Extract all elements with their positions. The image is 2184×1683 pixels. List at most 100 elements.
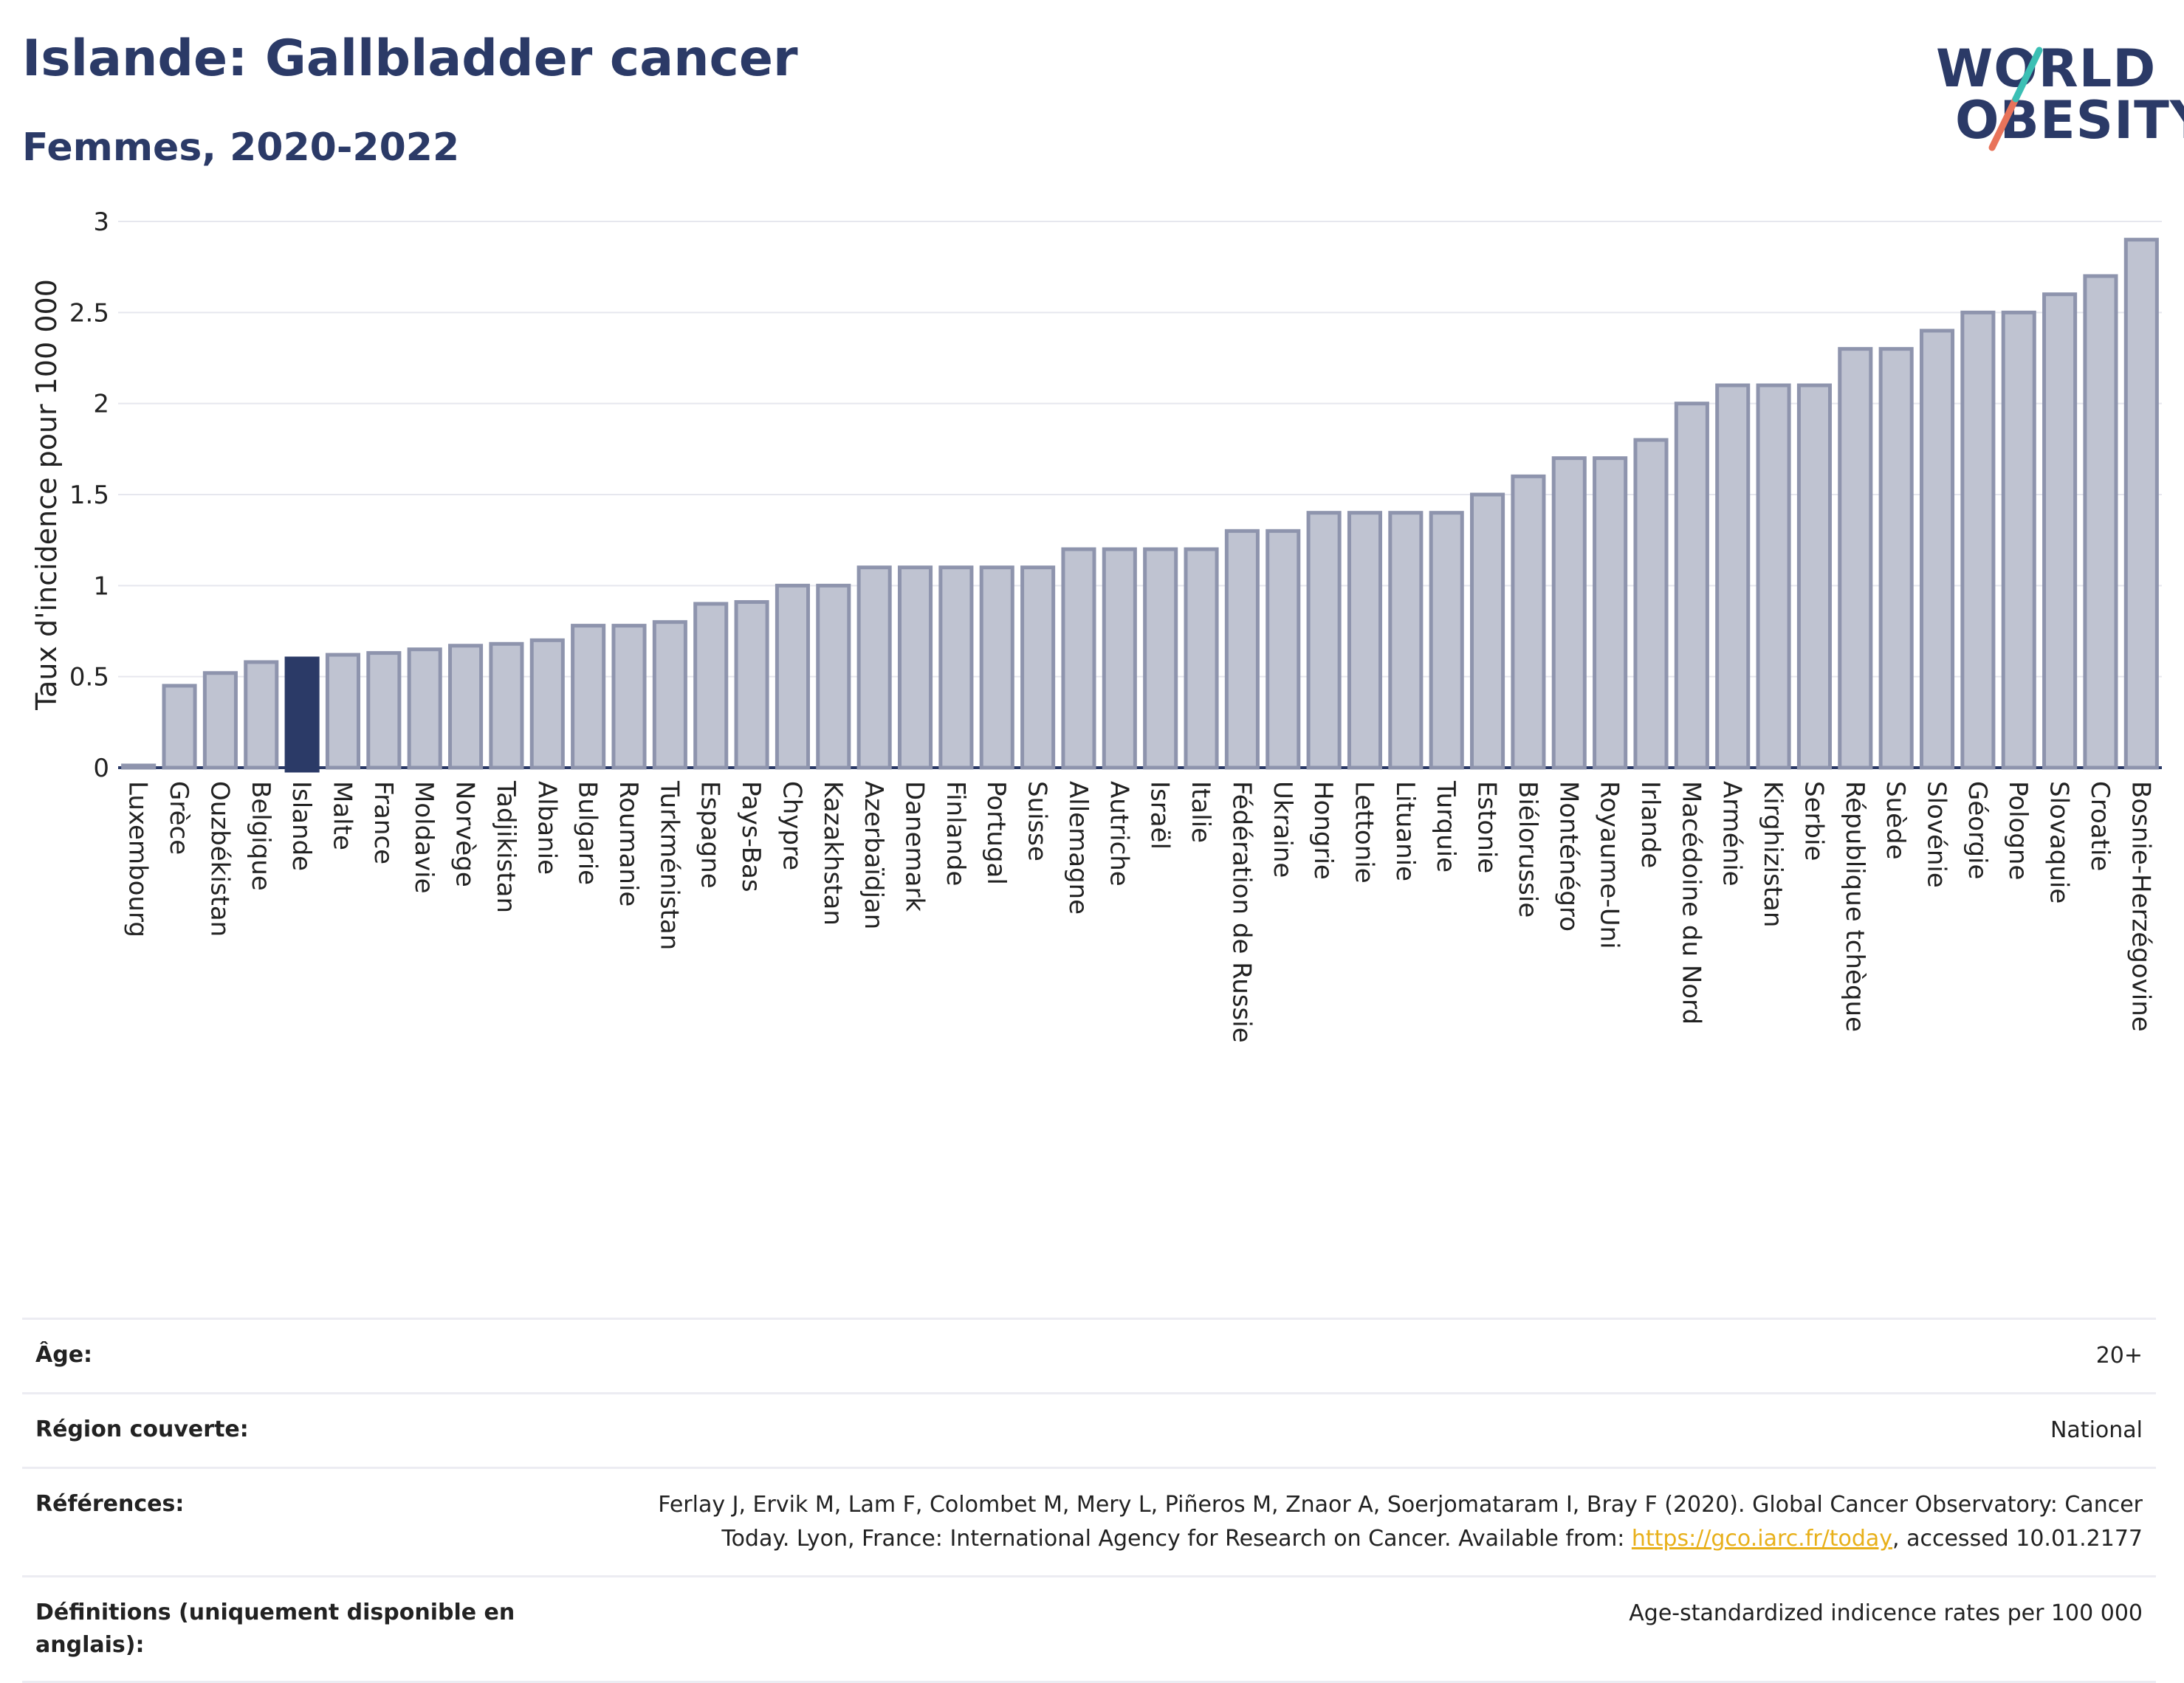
bar (448, 644, 484, 770)
bar (1020, 565, 1056, 770)
bar (652, 620, 687, 770)
references-accessed: , accessed 10.01.2177 (1892, 1526, 2143, 1552)
x-category-label: Norvège (450, 781, 480, 887)
bar (1347, 511, 1383, 770)
x-category-label: Espagne (696, 781, 725, 889)
world-obesity-logo: WORLD OBESITY (1905, 22, 2184, 162)
bar (325, 653, 361, 770)
bar (693, 602, 729, 770)
bar (897, 565, 933, 770)
x-category-label: Monténégro (1553, 781, 1583, 932)
x-category-label: Géorgie (1962, 781, 1992, 879)
references-label: Références: (35, 1491, 185, 1517)
region-value: National (2050, 1417, 2143, 1443)
bar (1593, 456, 1628, 770)
bar (202, 671, 238, 770)
x-category-label: Bulgarie (573, 781, 602, 885)
bar (856, 565, 892, 770)
x-category-label: Ouzbékistan (205, 781, 234, 937)
bar (938, 565, 974, 770)
x-category-label: Autriche (1104, 781, 1133, 887)
x-category-label: Portugal (981, 781, 1011, 885)
bar (1838, 347, 1873, 770)
bar (1224, 529, 1260, 770)
x-category-label: Finlande (941, 781, 970, 886)
bar (407, 647, 442, 770)
x-category-label: Fédération de Russie (1226, 781, 1256, 1043)
definitions-value: Age-standardized indicence rates per 100… (1629, 1600, 2143, 1626)
x-category-label: Albanie (532, 781, 561, 875)
x-category-label: Irlande (1635, 781, 1665, 868)
x-category-label: Malte (327, 781, 357, 850)
meta-row-references: Références: Ferlay J, Ervik M, Lam F, Co… (22, 1467, 2156, 1575)
y-axis-title: Taux d'incidence pour 100 000 (30, 279, 63, 711)
bar (1633, 438, 1669, 770)
bar (1674, 402, 1709, 770)
y-tick-label: 2.5 (69, 298, 109, 328)
x-category-label: Slovaquie (2044, 781, 2074, 904)
x-category-label: Biélorussie (1513, 781, 1542, 918)
bar (1960, 310, 1996, 770)
bar (1756, 383, 1791, 770)
bar (1388, 511, 1424, 770)
bar (816, 583, 851, 770)
bar (1878, 347, 1914, 770)
x-category-label: Turkménistan (654, 780, 684, 950)
references-value: Ferlay J, Ervik M, Lam F, Colombet M, Me… (592, 1488, 2143, 1556)
x-category-label: Ukraine (1268, 781, 1297, 878)
y-tick-labels: 0 0.5 1 1.5 2 2.5 3 (69, 207, 109, 783)
bar (2123, 238, 2159, 770)
bar (611, 624, 647, 770)
bar (1143, 547, 1178, 770)
bar-chart: Luxembourg Grèce Ouzbékistan Belgique Island… (30, 207, 2162, 1043)
meta-row-definitions: Définitions (uniquement disponible en an… (22, 1575, 2156, 1683)
bar-highlight (284, 656, 320, 773)
x-category-label: Tadjikistan (491, 780, 521, 913)
x-category-label: Allemagne (1063, 781, 1093, 915)
x-category-label: République tchèque (1840, 781, 1869, 1032)
x-category-label: Kirghizistan (1758, 781, 1788, 927)
x-category-label: Slovénie (1922, 781, 1951, 888)
bar (1306, 511, 1342, 770)
bars (121, 238, 2159, 773)
references-text: Ferlay J, Ervik M, Lam F, Colombet M, Me… (658, 1492, 2143, 1552)
bar (366, 651, 402, 770)
x-category-label: Serbie (1799, 781, 1828, 861)
x-category-label: Roumanie (614, 781, 643, 906)
x-category-label: Danemark (900, 781, 930, 912)
x-category-label: Italie (1186, 781, 1215, 843)
y-tick-label: 1 (93, 571, 109, 601)
bar (979, 565, 1014, 770)
x-category-label: Azerbaïdjan (859, 781, 888, 929)
bar (1919, 328, 1955, 770)
x-category-label: Moldavie (409, 781, 439, 894)
chart-subtitle: Femmes, 2020-2022 (22, 125, 460, 170)
y-tick-label: 0.5 (69, 663, 109, 692)
logo-slash-icon (1988, 47, 2043, 151)
bar (1796, 383, 1832, 770)
bar (529, 638, 565, 770)
bar (489, 641, 524, 770)
bar (1551, 456, 1587, 770)
x-category-label: Croatie (2085, 781, 2115, 871)
references-link[interactable]: https://gco.iarc.fr/today (1631, 1526, 1893, 1552)
x-category-label: Kazakhstan (818, 781, 848, 926)
bar (775, 583, 810, 770)
bar (1184, 547, 1219, 770)
bar (734, 600, 769, 770)
x-category-label: Estonie (1472, 781, 1502, 873)
meta-row-age: Âge: 20+ (22, 1318, 2156, 1392)
x-category-label: Pays-Bas (736, 781, 766, 892)
x-category-label: Luxembourg (123, 781, 153, 937)
x-category-label: Belgique (246, 781, 275, 891)
x-category-label: Suède (1881, 781, 1910, 860)
bar (1715, 383, 1751, 770)
bar (1470, 492, 1505, 770)
bar (1266, 529, 1301, 770)
x-category-label: Lituanie (1390, 781, 1420, 881)
x-category-label: Bosnie-Herzégovine (2126, 781, 2155, 1032)
x-category-label: Grèce (164, 781, 193, 855)
y-tick-label: 0 (93, 754, 109, 783)
metadata-table: Âge: 20+ Région couverte: National Référ… (22, 1318, 2156, 1683)
bar (244, 660, 279, 770)
